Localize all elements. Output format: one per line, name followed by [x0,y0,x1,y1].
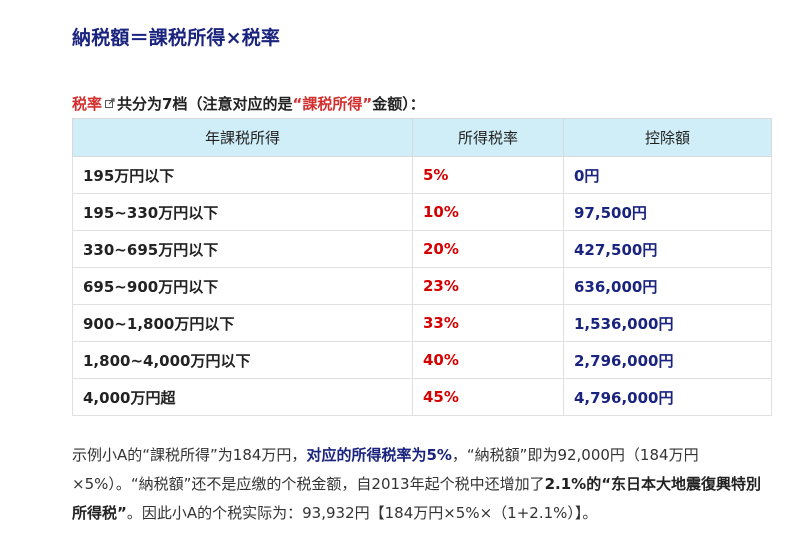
table-row: 195万円以下 5% 0円 [72,156,772,194]
rate-cell: 20% [412,230,564,268]
table-row: 1,800~4,000万円以下 40% 2,796,000円 [72,341,772,379]
table-row: 195~330万円以下 10% 97,500円 [72,193,772,231]
tax-rate-link[interactable]: 税率 [72,95,103,113]
rate-cell: 23% [412,267,564,305]
rate-cell: 40% [412,341,564,379]
income-cell: 195万円以下 [72,156,413,194]
para-emphasis-rate: 对应的所得税率为5% [306,446,452,464]
para-emphasis-surtax: 2.1%的“东日本大地震復興特別所得税” [72,475,762,522]
deduction-cell: 427,500円 [563,230,772,268]
header-deduction: 控除額 [563,118,772,157]
income-cell: 900~1,800万円以下 [72,304,413,342]
intro-quote: “課税所得” [292,95,373,113]
intro-text-1: 共分为7档（注意对应的是 [117,95,293,113]
deduction-cell: 1,536,000円 [563,304,772,342]
intro-line: 税率 共分为7档（注意对应的是“課税所得”金额）： [72,93,425,114]
table-row: 330~695万円以下 20% 427,500円 [72,230,772,268]
rate-cell: 33% [412,304,564,342]
deduction-cell: 636,000円 [563,267,772,305]
income-cell: 4,000万円超 [72,378,413,416]
header-rate: 所得税率 [412,118,564,157]
income-cell: 1,800~4,000万円以下 [72,341,413,379]
table-row: 900~1,800万円以下 33% 1,536,000円 [72,304,772,342]
page-heading: 納税額＝課税所得×税率 [72,27,281,49]
deduction-cell: 97,500円 [563,193,772,231]
intro-text-2: 金额）： [372,95,425,113]
para-text-3: 。因此小A的个税实际为：93,932円【184万円×5%×（1+2.1%）】。 [126,504,598,522]
deduction-cell: 0円 [563,156,772,194]
table-row: 695~900万円以下 23% 636,000円 [72,267,772,305]
header-income: 年課税所得 [72,118,413,157]
income-cell: 695~900万円以下 [72,267,413,305]
rate-cell: 10% [412,193,564,231]
income-cell: 195~330万円以下 [72,193,413,231]
table-header-row: 年課税所得 所得税率 控除額 [72,118,772,157]
rate-cell: 45% [412,378,564,416]
deduction-cell: 2,796,000円 [563,341,772,379]
deduction-cell: 4,796,000円 [563,378,772,416]
external-link-icon [105,98,115,108]
para-text-2: ，“納税額”即为92,000円（184万円×5%）。“納税額”还不是应缴的个税金… [72,446,699,493]
rate-cell: 5% [412,156,564,194]
para-text-1: 示例小A的“課税所得”为184万円， [72,446,307,464]
table-row: 4,000万円超 45% 4,796,000円 [72,378,772,416]
income-cell: 330~695万円以下 [72,230,413,268]
tax-rate-table: 年課税所得 所得税率 控除額 195万円以下 5% 0円 195~330万円以下… [72,118,772,416]
example-paragraph: 示例小A的“課税所得”为184万円，对应的所得税率为5%，“納税額”即为92,0… [72,441,772,528]
